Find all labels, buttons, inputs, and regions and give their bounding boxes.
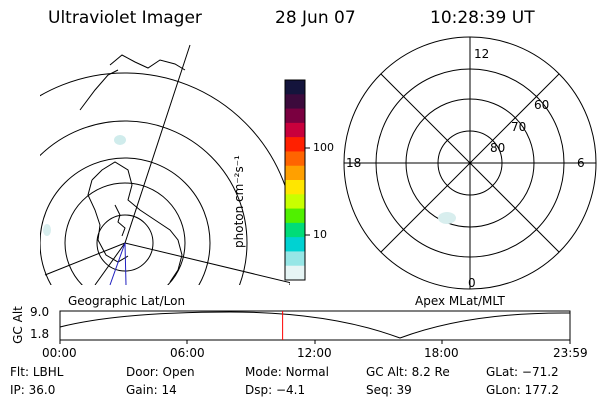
- geographic-map: [40, 44, 290, 285]
- meridian-line: [124, 44, 191, 244]
- mode-label: Mode:: [245, 365, 282, 379]
- gain-field: Gain: 14: [126, 383, 177, 397]
- door-field: Door: Open: [126, 365, 195, 379]
- coastline: [114, 204, 126, 237]
- gc-alt-value: 8.2 Re: [411, 365, 450, 379]
- instrument-title: Ultraviolet Imager: [48, 8, 202, 28]
- colorbar: [285, 80, 305, 281]
- aurora-blob: [43, 224, 51, 236]
- coastline: [91, 161, 183, 283]
- observation-date: 28 Jun 07: [275, 8, 356, 28]
- gc-alt-label: GC Alt:: [366, 365, 408, 379]
- dsp-field: Dsp: −4.1: [245, 383, 305, 397]
- mode-value: Normal: [285, 365, 329, 379]
- ip-field: IP: 36.0: [10, 383, 55, 397]
- latitude-circle: [40, 120, 248, 285]
- colorbar-segment: [285, 151, 305, 167]
- mlt-label-6: 6: [577, 156, 585, 170]
- meridian-line: [94, 242, 126, 285]
- glon-value: 177.2: [524, 383, 559, 397]
- mode-field: Mode: Normal: [245, 365, 329, 379]
- door-value: Open: [162, 365, 195, 379]
- colorbar-segment: [285, 137, 305, 152]
- timeline-ytick-9: 9.0: [30, 305, 50, 319]
- door-label: Door:: [126, 365, 159, 379]
- gain-value: 14: [161, 383, 177, 397]
- filter-value: LBHL: [32, 365, 64, 379]
- aurora-blob: [438, 212, 456, 224]
- colorbar-segment: [285, 237, 305, 252]
- colorbar-segment: [285, 208, 305, 224]
- glat-value: −71.2: [521, 365, 559, 379]
- colorbar-segment: [285, 180, 305, 195]
- dsp-value: −4.1: [275, 383, 306, 397]
- latitude-circle: [64, 182, 186, 285]
- dsp-label: Dsp:: [245, 383, 273, 397]
- colorbar-segment: [285, 222, 305, 238]
- mlat-label-60: 60: [534, 98, 550, 112]
- timeline-ytick-1.8: 1.8: [30, 327, 50, 341]
- time-label-2359: 23:59: [553, 346, 588, 360]
- aurora-blob: [114, 135, 126, 145]
- coastline: [87, 179, 129, 263]
- timeline-ylabel: GC Alt: [11, 306, 25, 344]
- time-label-1200: 12:00: [297, 346, 332, 360]
- colorbar-segment: [285, 165, 305, 181]
- colorbar-segment: [285, 251, 305, 267]
- gain-label: Gain:: [126, 383, 158, 397]
- glon-label: GLon:: [486, 383, 521, 397]
- colorbar-segment: [285, 265, 305, 281]
- mlat-label-80: 80: [490, 141, 506, 155]
- mlt-label-0: 0: [468, 276, 476, 290]
- time-label-0000: 00:00: [42, 346, 77, 360]
- right-panel-label: Apex MLat/MLT: [415, 294, 505, 308]
- latitude-circle: [40, 72, 290, 285]
- mlt-label-12: 12: [474, 47, 490, 61]
- mlat-label-70: 70: [511, 120, 527, 134]
- glon-field: GLon: 177.2: [486, 383, 559, 397]
- meridian-line: [44, 242, 126, 276]
- seq-value: 39: [396, 383, 412, 397]
- orbit-altitude-curve: [59, 311, 571, 339]
- colorbar-frame: [284, 79, 306, 281]
- colorbar-tick-label-10: 10: [313, 228, 327, 241]
- time-label-0600: 06:00: [170, 346, 205, 360]
- ip-label: IP:: [10, 383, 25, 397]
- coastline: [79, 69, 119, 111]
- colorbar-segment: [285, 194, 305, 210]
- colorbar-segment: [285, 80, 305, 95]
- polar-mlt-line: [380, 73, 560, 253]
- coastline: [109, 54, 186, 71]
- observation-time: 10:28:39 UT: [430, 8, 535, 28]
- ip-value: 36.0: [28, 383, 56, 397]
- left-panel-label: Geographic Lat/Lon: [68, 294, 186, 308]
- sun-direction-line: [109, 242, 126, 286]
- meridian-line: [124, 242, 290, 284]
- mlt-label-18: 18: [346, 156, 362, 170]
- filter-field: Flt: LBHL: [10, 365, 63, 379]
- latitude-circle: [40, 157, 211, 285]
- colorbar-label: photon cm⁻²s⁻¹: [232, 155, 246, 248]
- seq-field: Seq: 39: [366, 383, 412, 397]
- gc-alt-field: GC Alt: 8.2 Re: [366, 365, 450, 379]
- seq-label: Seq:: [366, 383, 393, 397]
- glat-label: GLat:: [486, 365, 519, 379]
- filter-label: Flt:: [10, 365, 29, 379]
- glat-field: GLat: −71.2: [486, 365, 559, 379]
- colorbar-segment: [285, 94, 305, 110]
- sun-direction-line: [124, 242, 127, 286]
- polar-plot: [343, 36, 597, 290]
- latitude-circle: [96, 214, 154, 272]
- colorbar-segment: [285, 108, 305, 124]
- time-label-1800: 18:00: [424, 346, 459, 360]
- colorbar-tick-label-100: 100: [313, 141, 334, 154]
- colorbar-segment: [285, 122, 305, 138]
